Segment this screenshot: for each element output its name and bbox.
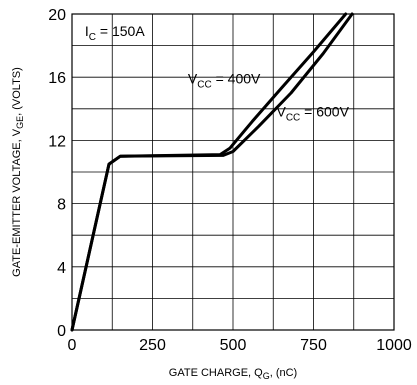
plot-frame	[71, 13, 395, 331]
grid-lines	[71, 13, 395, 331]
y-axis-title: GATE-EMITTER VOLTAGE, VGE, (VOLTS)	[11, 67, 25, 277]
annotation-vcc600: VCC = 600V	[276, 104, 349, 124]
x-tick-label: 250	[139, 337, 166, 354]
x-tick-label: 1000	[376, 337, 412, 354]
series-line-vcc-600v	[70, 12, 354, 332]
series-lines	[70, 12, 354, 332]
y-tick-label: 20	[48, 7, 66, 24]
y-tick-label: 0	[57, 323, 66, 340]
y-tick-label: 16	[48, 70, 66, 87]
x-tick-label: 500	[220, 337, 247, 354]
annotation-ic: IC = 150A	[85, 23, 145, 43]
y-tick-label: 8	[57, 197, 66, 214]
y-tick-label: 12	[48, 133, 66, 150]
annotation-vcc400: VCC = 400V	[188, 71, 261, 91]
y-tick-label: 4	[57, 260, 66, 277]
annotations: IC = 150A VCC = 400V VCC = 600V	[85, 23, 350, 124]
tick-labels: 0 250 500 750 1000 0 4 8 12 16 20	[48, 7, 412, 354]
x-tick-label: 0	[68, 337, 77, 354]
x-axis-title: GATE CHARGE, QG, (nC)	[169, 367, 297, 381]
x-tick-label: 750	[300, 337, 327, 354]
